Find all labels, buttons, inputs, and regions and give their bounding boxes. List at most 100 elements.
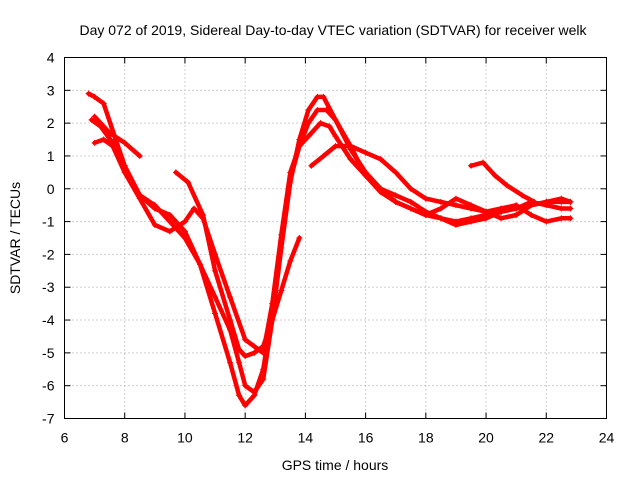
y-axis-label: SDTVAR / TECUs: [7, 182, 23, 294]
data-point: [531, 198, 538, 205]
y-tick-label: -5: [42, 345, 55, 361]
data-point: [422, 195, 429, 202]
data-point: [242, 382, 249, 389]
data-point: [287, 257, 294, 264]
chart-title: Day 072 of 2019, Sidereal Day-to-day VTE…: [79, 22, 587, 38]
y-tick-label: 4: [47, 50, 55, 66]
data-point: [498, 205, 505, 212]
data-point: [236, 392, 243, 399]
data-point: [314, 93, 321, 100]
y-tick-label: -3: [42, 279, 55, 295]
y-tick-label: 1: [47, 148, 55, 164]
data-point: [483, 215, 490, 222]
data-point: [567, 215, 574, 222]
data-point: [498, 215, 505, 222]
data-point: [227, 317, 234, 324]
x-tick-label: 18: [418, 430, 434, 446]
data-point: [296, 235, 303, 241]
data-point: [317, 120, 324, 127]
y-tick-label: -1: [42, 214, 55, 230]
data-point: [567, 205, 574, 212]
data-point: [513, 202, 520, 209]
series-track-1: [85, 90, 574, 396]
data-point: [452, 195, 459, 202]
data-point: [109, 143, 116, 150]
data-point: [136, 152, 143, 159]
x-tick-label: 12: [237, 430, 253, 446]
series-trace: [468, 160, 537, 205]
data-point: [251, 349, 258, 356]
data-point: [166, 212, 173, 219]
data-point: [543, 202, 550, 209]
data-point: [377, 156, 384, 163]
data-point: [121, 169, 128, 176]
data-point: [166, 218, 173, 225]
data-point: [166, 228, 173, 235]
x-tick-label: 8: [121, 430, 129, 446]
data-point: [212, 294, 219, 301]
series-track-5: [172, 169, 303, 360]
x-tick-label: 6: [61, 430, 69, 446]
data-point: [320, 152, 327, 159]
data-point: [190, 205, 197, 212]
series-trace: [92, 120, 573, 356]
data-point: [407, 198, 414, 205]
x-tick-label: 16: [358, 430, 374, 446]
data-point: [492, 172, 499, 179]
data-point: [392, 192, 399, 199]
y-tick-label: -4: [42, 312, 55, 328]
data-point: [278, 231, 285, 238]
data-point: [227, 294, 234, 301]
data-point: [287, 169, 294, 176]
data-point: [362, 149, 369, 156]
data-point: [437, 205, 444, 212]
data-point: [452, 221, 459, 228]
series-trace: [86, 91, 573, 395]
data-point: [181, 218, 188, 225]
data-point: [151, 205, 158, 212]
x-tick-label: 22: [538, 430, 554, 446]
data-point: [422, 212, 429, 219]
data-point: [452, 202, 459, 209]
grid: [64, 57, 607, 419]
x-tick-label: 24: [599, 430, 615, 446]
y-tick-label: -7: [42, 411, 55, 427]
data-point: [91, 139, 98, 146]
data-point: [392, 169, 399, 176]
data-point: [305, 133, 312, 140]
data-point: [88, 116, 95, 123]
y-tick-label: 3: [47, 82, 55, 98]
data-point: [308, 162, 315, 169]
data-point: [269, 300, 276, 307]
data-point: [407, 185, 414, 192]
series-track-7: [468, 159, 538, 205]
data-point: [347, 156, 354, 163]
data-point: [437, 215, 444, 222]
data-point: [347, 143, 354, 150]
data-point: [323, 107, 330, 114]
data-point: [278, 287, 285, 294]
data-point: [468, 205, 474, 212]
data-point: [513, 212, 520, 219]
x-tick-label: 14: [298, 430, 314, 446]
y-tick-label: 2: [47, 115, 55, 131]
data-point: [106, 129, 113, 136]
data-point: [200, 212, 207, 219]
data-point: [260, 343, 267, 350]
data-point: [528, 212, 535, 219]
data-point: [151, 221, 158, 228]
data-point: [91, 93, 98, 100]
data-point: [407, 205, 414, 212]
data-point: [121, 139, 128, 146]
x-tick-label: 20: [478, 430, 494, 446]
data-point: [305, 107, 312, 114]
data-point: [212, 267, 219, 274]
data-point: [197, 261, 203, 268]
data-point: [468, 162, 474, 169]
data-point: [236, 346, 243, 353]
data-point: [260, 349, 267, 356]
data-point: [136, 195, 143, 202]
y-tick-label: 0: [47, 181, 55, 197]
data-point: [320, 93, 327, 100]
